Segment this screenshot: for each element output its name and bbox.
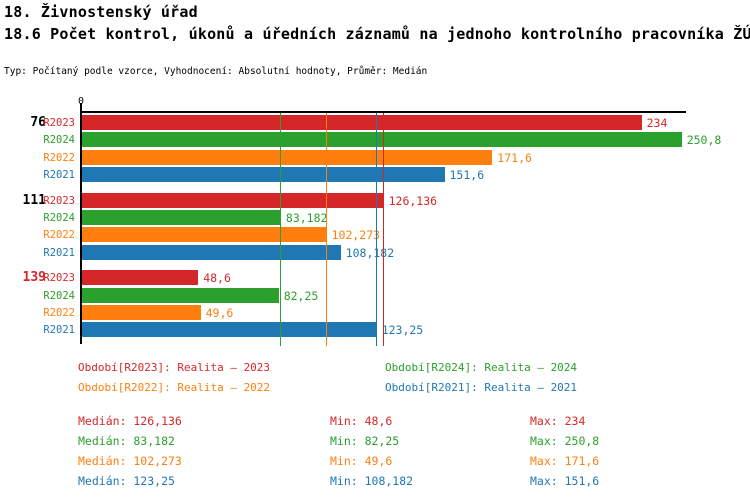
bar-R2024 (82, 288, 279, 303)
group-label: 76 (30, 115, 46, 130)
stat-min-R2024: Min: 82,25 (330, 434, 400, 448)
bar-value-label: 234 (646, 116, 668, 130)
series-row-label: R2023 (43, 195, 75, 207)
median-line-R2023 (382, 113, 384, 346)
report-section-title: 18. Živnostenský úřad (4, 3, 198, 21)
series-row-label: R2023 (43, 117, 75, 129)
series-row-label: R2022 (43, 152, 75, 164)
median-line-R2021 (375, 113, 377, 346)
bar-value-label: 126,136 (388, 194, 438, 208)
bar-R2024 (82, 132, 682, 147)
bar-R2022 (82, 227, 327, 242)
series-row-label: R2021 (43, 324, 75, 336)
bar-R2022 (82, 150, 493, 165)
stat-median-R2024: Medián: 83,182 (78, 434, 175, 448)
series-row-label: R2022 (43, 307, 75, 319)
series-row-label: R2021 (43, 247, 75, 259)
bar-R2021 (82, 167, 445, 182)
bar-R2021 (82, 322, 377, 337)
series-row-label: R2021 (43, 169, 75, 181)
bar-value-label: 171,6 (497, 151, 532, 165)
series-row-label: R2024 (43, 134, 75, 146)
stat-median-R2021: Medián: 123,25 (78, 474, 175, 488)
stat-min-R2022: Min: 49,6 (330, 454, 393, 468)
stat-min-R2021: Min: 108,182 (330, 474, 414, 488)
bar-value-label: 151,6 (449, 168, 485, 182)
group-label: 111 (22, 193, 46, 208)
legend-item-R2023: Období[R2023]: Realita – 2023 (78, 361, 271, 374)
x-axis-line (81, 111, 686, 113)
y-axis-line (80, 103, 82, 344)
median-line-R2024 (279, 113, 281, 346)
indicator-subtitle: Typ: Počítaný podle vzorce, Vyhodnocení:… (4, 66, 428, 77)
bar-R2021 (82, 245, 341, 260)
bar-value-label: 49,6 (205, 306, 234, 320)
bar-R2023 (82, 270, 199, 285)
bar-R2022 (82, 305, 201, 320)
bar-value-label: 123,25 (381, 323, 424, 337)
group-label: 139 (22, 270, 46, 285)
legend-item-R2022: Období[R2022]: Realita – 2022 (78, 381, 271, 394)
series-row-label: R2023 (43, 272, 75, 284)
legend-item-R2024: Období[R2024]: Realita – 2024 (385, 361, 578, 374)
stat-max-R2021: Max: 151,6 (530, 474, 600, 488)
median-line-R2022 (325, 113, 327, 346)
stat-median-R2022: Medián: 102,273 (78, 454, 182, 468)
bar-value-label: 108,182 (345, 246, 395, 260)
legend-item-R2021: Období[R2021]: Realita – 2021 (385, 381, 578, 394)
bar-R2023 (82, 115, 642, 130)
stat-median-R2023: Medián: 126,136 (78, 414, 182, 428)
indicator-title: 18.6 Počet kontrol, úkonů a úředních záz… (4, 25, 750, 43)
stat-max-R2023: Max: 234 (530, 414, 586, 428)
bar-R2024 (82, 210, 281, 225)
bar-R2023 (82, 193, 384, 208)
bar-value-label: 83,182 (285, 211, 328, 225)
bar-value-label: 48,6 (203, 271, 231, 285)
bar-value-label: 250,8 (686, 133, 722, 147)
series-row-label: R2024 (43, 290, 75, 302)
bar-value-label: 102,273 (331, 228, 381, 242)
stat-max-R2024: Max: 250,8 (530, 434, 600, 448)
series-row-label: R2022 (43, 229, 75, 241)
bar-value-label: 82,25 (283, 289, 319, 303)
stat-min-R2023: Min: 48,6 (330, 414, 393, 428)
stat-max-R2022: Max: 171,6 (530, 454, 600, 468)
series-row-label: R2024 (43, 212, 75, 224)
axis-zero-label: 0 (77, 96, 85, 107)
